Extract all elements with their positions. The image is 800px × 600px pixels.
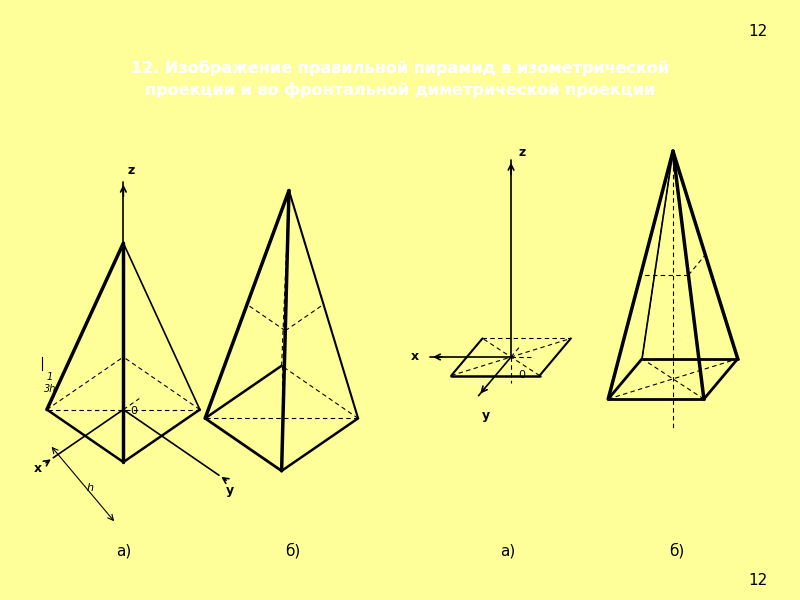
Text: б): б) (669, 543, 684, 559)
Text: y: y (226, 484, 234, 497)
Text: 0: 0 (518, 370, 526, 380)
Text: а): а) (500, 544, 515, 559)
Text: y: y (482, 409, 490, 422)
Text: 12. Изображение правильной пирамид в изометрической
проекции и во фронтальной ди: 12. Изображение правильной пирамид в изо… (131, 61, 669, 98)
Text: x: x (34, 462, 42, 475)
Text: а): а) (116, 544, 131, 559)
Text: 0: 0 (130, 406, 138, 416)
Text: 12: 12 (749, 573, 768, 588)
Text: 12: 12 (749, 24, 768, 39)
Text: б): б) (285, 543, 300, 559)
Text: z: z (518, 146, 526, 158)
Text: x: x (411, 350, 419, 364)
Text: z: z (127, 164, 134, 178)
Text: 12. Изображение правильной пирамид в изометрической
проекции и во фронтальной ди: 12. Изображение правильной пирамид в изо… (131, 61, 669, 98)
Text: h: h (86, 484, 94, 493)
Text: 1
3h: 1 3h (43, 373, 56, 394)
